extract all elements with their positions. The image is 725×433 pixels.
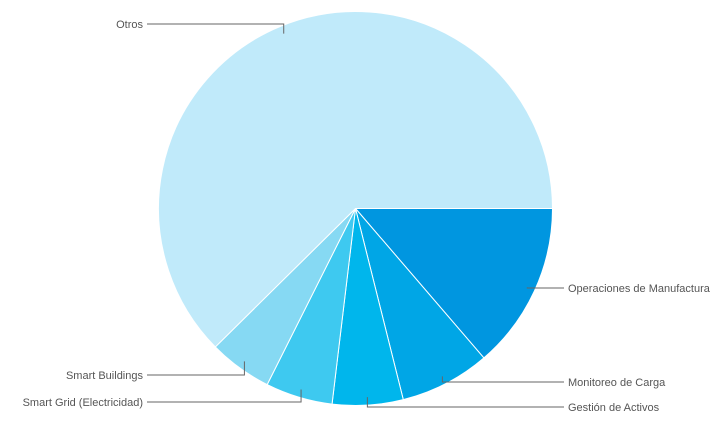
pie-leader-lines: [147, 23, 564, 408]
leader-line-operaciones-de-manufactura: [526, 287, 564, 289]
pie-slices: [158, 11, 554, 406]
pie-labels: Operaciones de Manufactura Monitoreo de C…: [23, 19, 711, 414]
pie-label-smart-buildings: Smart Buildings: [66, 370, 144, 382]
pie-label-gestion-de-activos: Gestión de Activos: [568, 402, 660, 414]
leader-line-gestion-de-activos: [366, 397, 564, 408]
pie-slice-operaciones-de-manufactura: [354, 208, 554, 359]
leader-line-monitoreo-de-carga: [441, 376, 564, 383]
leader-line-smart-grid-electricidad: [147, 389, 302, 403]
pie-label-smart-grid-electricidad: Smart Grid (Electricidad): [23, 397, 143, 409]
pie-label-operaciones-de-manufactura: Operaciones de Manufactura: [568, 283, 711, 295]
pie-label-monitoreo-de-carga: Monitoreo de Carga: [568, 377, 666, 389]
leader-line-smart-buildings: [147, 361, 245, 376]
pie-label-otros: Otros: [116, 19, 143, 31]
leader-line-otros: [147, 23, 285, 34]
pie-slice-otros: [158, 11, 554, 348]
